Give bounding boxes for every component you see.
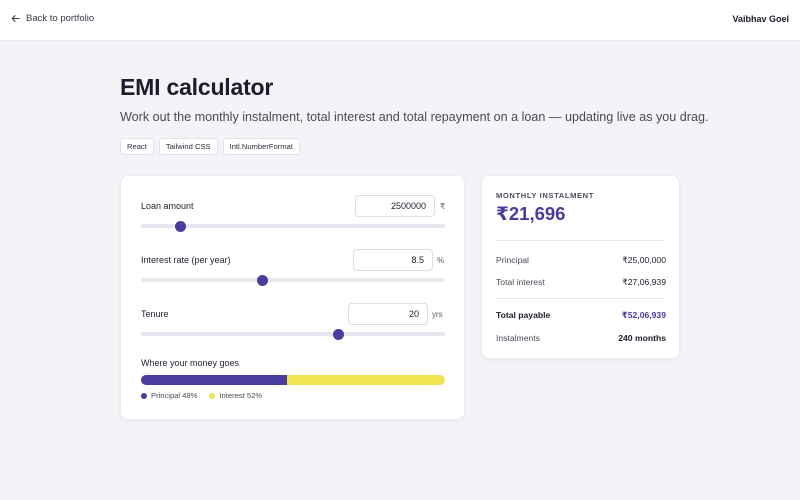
- interest-segment: [286, 375, 445, 385]
- divider: [496, 298, 665, 299]
- interest-rate-slider-thumb[interactable]: [257, 274, 269, 286]
- instalments-row: Instalments 240 months: [496, 333, 666, 343]
- back-to-portfolio-link[interactable]: Back to portfolio: [11, 13, 94, 24]
- tech-tags: React Tailwind CSS Intl.NumberFormat: [120, 138, 300, 155]
- tenure-input[interactable]: [348, 303, 428, 325]
- principal-row-label: Principal: [496, 255, 529, 265]
- total-payable-row: Total payable ₹52,06,939: [496, 310, 666, 321]
- money-split-legend: Principal 48% Interest 52%: [141, 391, 262, 400]
- total-payable-row-label: Total payable: [496, 310, 551, 320]
- legend-interest: Interest 52%: [209, 391, 262, 400]
- page-subtitle: Work out the monthly instalment, total i…: [120, 110, 709, 124]
- monthly-instalment-label: MONTHLY INSTALMENT: [496, 191, 594, 200]
- back-link-label: Back to portfolio: [26, 13, 95, 24]
- principal-dot-icon: [141, 392, 147, 399]
- tag-react: React: [120, 138, 154, 155]
- divider: [496, 240, 665, 241]
- instalments-row-label: Instalments: [496, 333, 540, 343]
- money-split-title: Where your money goes: [141, 358, 240, 368]
- interest-rate-input[interactable]: [353, 249, 433, 271]
- tenure-label: Tenure: [141, 309, 169, 319]
- top-bar: Back to portfolio Vaibhav Goel: [0, 0, 800, 41]
- total-interest-row: Total interest ₹27,06,939: [496, 277, 666, 288]
- tenure-unit: yrs: [432, 310, 443, 319]
- tenure-slider[interactable]: [141, 328, 445, 340]
- loan-amount-slider-thumb[interactable]: [175, 220, 187, 232]
- loan-amount-unit: ₹: [440, 202, 446, 211]
- loan-amount-input[interactable]: [355, 195, 435, 217]
- result-card: MONTHLY INSTALMENT ₹21,696 Principal ₹25…: [481, 175, 680, 359]
- user-name: Vaibhav Goel: [732, 14, 789, 24]
- total-interest-row-value: ₹27,06,939: [622, 277, 666, 287]
- interest-rate-slider[interactable]: [141, 274, 445, 286]
- legend-interest-label: Interest 52%: [219, 391, 263, 400]
- principal-row: Principal ₹25,00,000: [496, 255, 666, 266]
- instalments-row-value: 240 months: [618, 333, 666, 343]
- loan-amount-label: Loan amount: [141, 201, 194, 211]
- arrow-left-icon: [11, 15, 20, 22]
- tag-tailwind: Tailwind CSS: [158, 138, 218, 155]
- total-payable-row-value: ₹52,06,939: [621, 310, 666, 320]
- money-split-bar: [141, 375, 445, 385]
- tag-intl-numberformat: Intl.NumberFormat: [222, 138, 300, 155]
- principal-segment: [141, 375, 287, 385]
- total-interest-row-label: Total interest: [496, 277, 545, 287]
- interest-rate-label: Interest rate (per year): [141, 255, 231, 265]
- loan-amount-slider[interactable]: [141, 220, 445, 232]
- interest-rate-unit: %: [437, 256, 445, 265]
- interest-dot-icon: [209, 392, 216, 399]
- page-title: EMI calculator: [120, 74, 274, 100]
- principal-row-value: ₹25,00,000: [622, 255, 666, 265]
- calculator-card: Loan amount ₹ Interest rate (per year) %…: [120, 175, 465, 420]
- monthly-instalment-value: ₹21,696: [496, 203, 566, 224]
- legend-principal-label: Principal 48%: [151, 391, 198, 400]
- legend-principal: Principal 48%: [141, 391, 197, 400]
- tenure-slider-thumb[interactable]: [333, 328, 345, 340]
